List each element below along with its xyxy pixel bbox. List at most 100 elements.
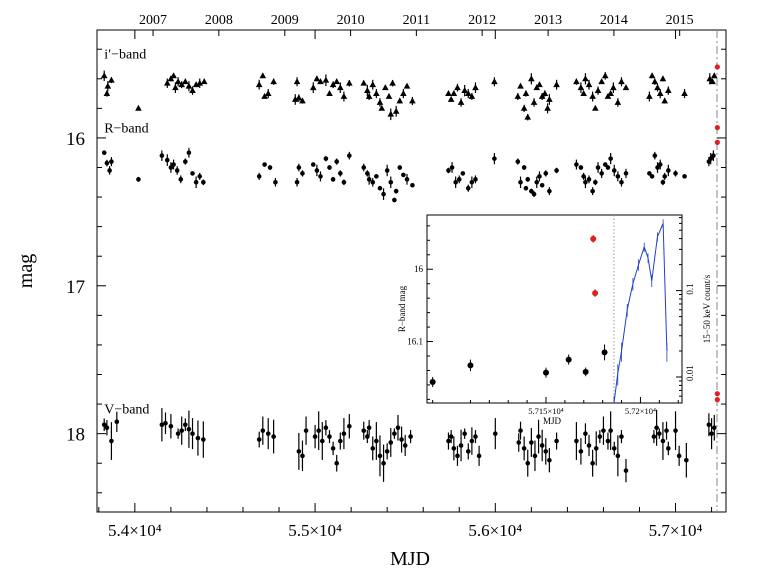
data-point	[536, 434, 541, 439]
data-point	[714, 397, 720, 403]
data-point	[183, 159, 188, 164]
data-point	[262, 162, 267, 167]
data-point	[103, 89, 111, 96]
data-point	[374, 438, 379, 444]
data-point	[521, 446, 527, 451]
data-point	[659, 75, 667, 82]
data-point	[514, 92, 522, 99]
inset-data-point	[565, 356, 572, 363]
data-point	[460, 171, 466, 176]
data-point	[395, 425, 401, 431]
data-point	[453, 179, 458, 185]
data-point	[338, 171, 343, 176]
data-point	[189, 87, 196, 94]
data-point	[201, 437, 206, 442]
data-point	[574, 438, 579, 444]
data-point	[652, 153, 658, 158]
data-point	[255, 81, 263, 88]
main-y-axis-label: mag	[15, 254, 37, 288]
data-point	[334, 460, 340, 466]
series-i-band	[100, 70, 718, 121]
data-point	[136, 177, 141, 182]
data-point	[178, 177, 184, 182]
inset-x-axis-label: MJD	[543, 416, 562, 426]
data-point	[682, 174, 687, 179]
data-point	[171, 162, 176, 167]
data-point	[179, 428, 185, 433]
data-point	[404, 177, 410, 182]
data-point	[163, 420, 168, 426]
data-point	[598, 78, 605, 85]
data-point	[529, 188, 534, 194]
data-point	[651, 434, 657, 439]
data-point	[491, 78, 498, 85]
inset-data-point	[582, 368, 589, 375]
data-point	[525, 460, 531, 466]
data-point	[360, 79, 368, 86]
data-point	[299, 97, 306, 104]
data-point	[409, 97, 416, 104]
data-point	[195, 435, 201, 441]
data-point	[529, 440, 534, 445]
data-point	[517, 82, 524, 89]
data-point	[516, 440, 522, 445]
data-point	[197, 174, 203, 179]
data-point	[327, 165, 332, 170]
data-point	[655, 165, 660, 170]
data-point	[200, 78, 208, 85]
data-point	[333, 78, 341, 85]
data-point	[265, 431, 271, 436]
data-point	[104, 425, 110, 431]
year-label: 2007	[139, 13, 167, 28]
data-point	[376, 98, 384, 105]
data-point	[623, 468, 629, 473]
data-point	[377, 185, 383, 191]
data-point	[318, 174, 323, 179]
data-point	[445, 89, 452, 96]
data-point	[168, 423, 174, 429]
data-point	[104, 82, 112, 89]
data-point	[190, 431, 195, 436]
year-label: 2013	[534, 13, 562, 28]
data-point	[327, 434, 332, 439]
data-point	[580, 89, 587, 96]
data-point	[472, 84, 479, 91]
data-point	[392, 431, 397, 436]
data-point	[547, 457, 552, 463]
data-point	[319, 438, 325, 444]
data-point	[586, 177, 592, 182]
data-point	[647, 171, 652, 176]
data-point	[451, 446, 457, 451]
data-point	[384, 449, 390, 454]
data-point	[660, 438, 666, 444]
data-point	[389, 79, 396, 86]
data-point	[589, 92, 596, 99]
data-point	[583, 431, 588, 436]
inset-series-r-band-new-	[590, 235, 599, 297]
data-point	[714, 124, 720, 131]
main-x-axis-label: MJD	[390, 548, 430, 570]
data-point	[656, 89, 664, 96]
data-point	[461, 87, 468, 94]
data-point	[618, 78, 625, 85]
data-point	[373, 89, 380, 96]
data-point	[539, 182, 545, 188]
data-point	[593, 179, 598, 185]
data-point	[186, 150, 192, 156]
data-point	[615, 453, 621, 459]
data-point	[178, 81, 186, 88]
data-point	[605, 438, 611, 444]
data-point	[365, 434, 370, 439]
year-label: 2011	[403, 13, 430, 28]
inset-y-ticks: 16 16.1	[407, 225, 433, 400]
data-point	[454, 84, 461, 91]
data-point	[104, 160, 110, 166]
data-point	[370, 179, 376, 185]
data-point	[594, 87, 602, 94]
data-point	[294, 179, 300, 185]
series-new-observations	[714, 64, 720, 403]
data-point	[464, 89, 472, 96]
data-point	[450, 89, 458, 96]
data-point	[708, 156, 713, 161]
data-point	[673, 171, 678, 176]
